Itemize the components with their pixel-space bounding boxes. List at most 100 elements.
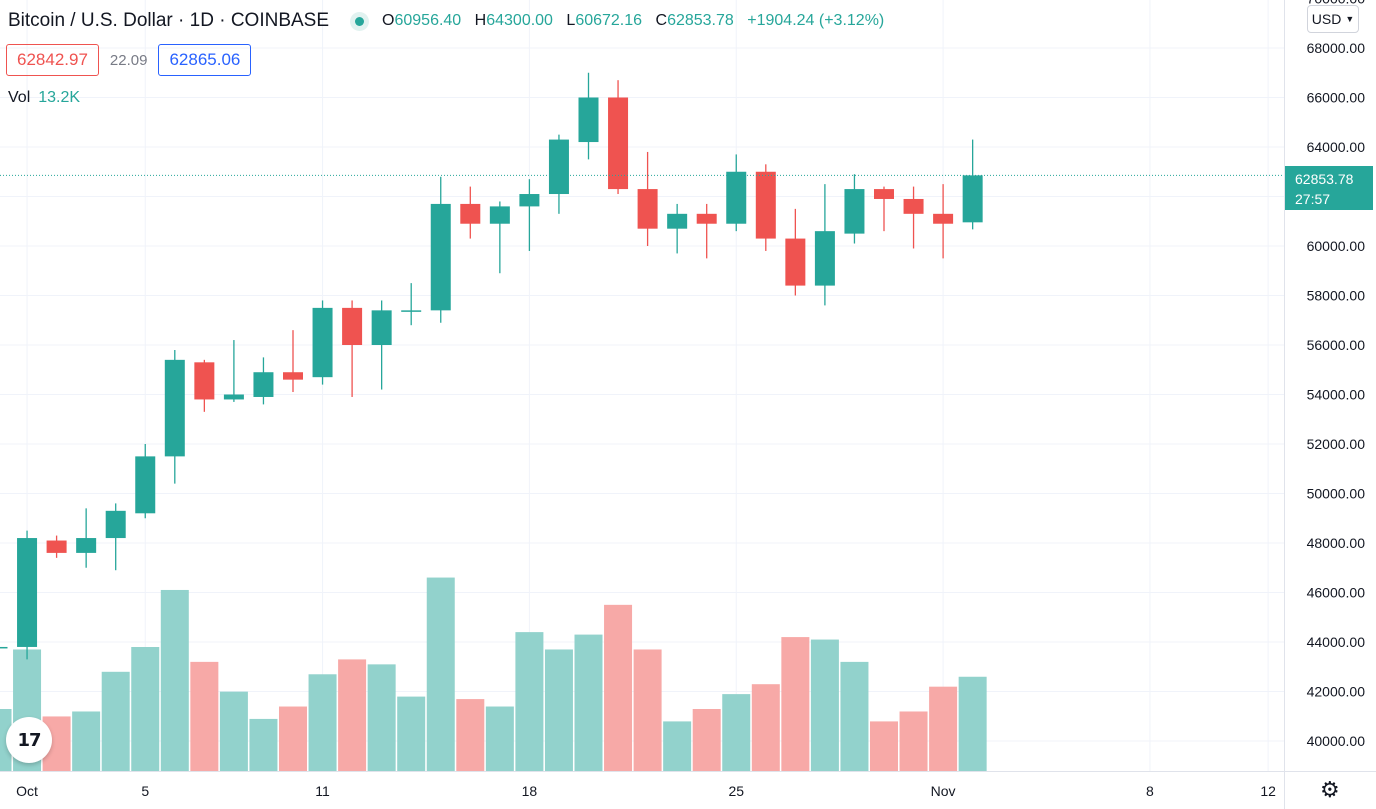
time-tick-label: Nov xyxy=(931,783,956,799)
interval-label: 1D xyxy=(189,10,214,31)
volume-bar xyxy=(456,699,485,771)
time-tick-label: 5 xyxy=(141,783,149,799)
last-price-label: 62853.78 27:57 xyxy=(1285,166,1373,210)
volume-bar xyxy=(633,649,662,771)
candle-body xyxy=(135,456,156,514)
candle-body xyxy=(0,646,8,649)
volume-bar xyxy=(899,711,928,771)
volume-bar xyxy=(781,637,810,771)
volume-bar xyxy=(840,661,869,771)
exchange-label: COINBASE xyxy=(230,10,330,31)
volume-bars xyxy=(0,577,987,771)
volume-bar xyxy=(426,577,455,771)
candle-body xyxy=(430,203,451,311)
price-tick-label: 46000.00 xyxy=(1307,585,1366,601)
volume-bar xyxy=(485,706,514,771)
volume-bar xyxy=(722,694,751,771)
ohlc-values: O60956.40 H64300.00 L60672.16 C62853.78 … xyxy=(382,12,893,30)
candle-body xyxy=(578,97,599,143)
volume-bar xyxy=(308,674,337,771)
quote-panel: 62842.97 22.09 62865.06 xyxy=(6,44,252,76)
candle-body xyxy=(667,213,688,229)
time-tick-label: Oct xyxy=(16,783,38,799)
price-tick-label: 56000.00 xyxy=(1307,337,1366,353)
volume-bar xyxy=(692,709,721,771)
volume-label: Vol xyxy=(8,89,31,106)
price-tick-label: 68000.00 xyxy=(1307,40,1366,56)
volume-bar xyxy=(604,604,633,771)
volume-bar xyxy=(249,718,278,771)
candle-body xyxy=(814,231,835,286)
candle-body xyxy=(105,510,126,539)
volume-bar xyxy=(515,632,544,771)
candle-body xyxy=(548,139,569,195)
volume-bar xyxy=(160,589,189,771)
candle-body xyxy=(637,189,658,229)
chart-legend-header: Bitcoin / U.S. Dollar · 1D · COINBASE O6… xyxy=(8,8,893,34)
candle-body xyxy=(608,97,629,190)
candle-body xyxy=(371,310,392,345)
price-tick-label: 42000.00 xyxy=(1307,684,1366,700)
price-tick-label: 54000.00 xyxy=(1307,387,1366,403)
candle-body xyxy=(844,189,865,234)
open-value: 60956.40 xyxy=(394,12,462,29)
price-tick-label: 66000.00 xyxy=(1307,90,1366,106)
price-tick-label: 48000.00 xyxy=(1307,535,1366,551)
candle-body xyxy=(223,394,244,400)
symbol-title[interactable]: Bitcoin / U.S. Dollar · 1D · COINBASE xyxy=(8,10,329,32)
title-sep-1: · xyxy=(172,10,190,31)
volume-value: 13.2K xyxy=(38,89,81,106)
price-tick-label: 40000.00 xyxy=(1307,733,1366,749)
price-tick-label: 50000.00 xyxy=(1307,486,1366,502)
candle-body xyxy=(696,213,717,224)
price-tick-label: 58000.00 xyxy=(1307,288,1366,304)
candle-body xyxy=(519,194,540,207)
low-label: L xyxy=(566,12,576,29)
close-label: C xyxy=(655,12,668,29)
candle-body xyxy=(46,540,67,553)
currency-label: USD xyxy=(1311,11,1342,27)
bar-countdown: 27:57 xyxy=(1295,191,1331,207)
gear-icon[interactable]: ⚙ xyxy=(1320,777,1340,802)
sell-price-button[interactable]: 62842.97 xyxy=(6,44,99,76)
candle-body xyxy=(755,171,776,239)
candle-body xyxy=(933,213,954,224)
volume-bar xyxy=(810,639,839,771)
candle-body xyxy=(785,238,806,286)
price-tick-label: 60000.00 xyxy=(1307,238,1366,254)
volume-bar xyxy=(870,721,898,771)
time-tick-label: 12 xyxy=(1260,783,1276,799)
volume-bar xyxy=(958,676,987,771)
candle-body xyxy=(283,372,303,380)
spread-value: 22.09 xyxy=(109,51,148,69)
volume-bar xyxy=(338,659,367,771)
logo-text: 17 xyxy=(17,729,41,751)
candle-body xyxy=(903,198,924,214)
buy-price-button[interactable]: 62865.06 xyxy=(158,44,252,76)
volume-bar xyxy=(190,661,219,771)
candle-body xyxy=(342,307,363,345)
tradingview-logo[interactable]: 17 xyxy=(6,717,52,763)
candle-body xyxy=(401,310,422,312)
candle-body xyxy=(962,175,983,223)
chevron-down-icon: ▼ xyxy=(1345,14,1355,24)
volume-bar xyxy=(131,647,160,771)
high-label: H xyxy=(474,12,487,29)
volume-bar xyxy=(279,706,307,771)
candle-body xyxy=(460,203,481,224)
volume-bar xyxy=(101,671,130,771)
currency-select[interactable]: USD ▼ xyxy=(1307,5,1359,33)
candle-body xyxy=(312,307,333,378)
volume-bar xyxy=(397,696,426,771)
high-value: 64300.00 xyxy=(486,12,553,29)
price-axis: 40000.00 42000.00 44000.00 46000.00 48000.00… xyxy=(1284,0,1366,809)
title-sep-2: · xyxy=(213,10,231,31)
open-label: O xyxy=(382,12,395,29)
price-tick-label: 64000.00 xyxy=(1307,139,1366,155)
price-tick-label: 44000.00 xyxy=(1307,634,1366,650)
volume-bar xyxy=(367,664,396,771)
candles xyxy=(0,72,983,660)
volume-bar xyxy=(219,691,248,771)
change-value: +1904.24 (+3.12%) xyxy=(747,12,885,29)
